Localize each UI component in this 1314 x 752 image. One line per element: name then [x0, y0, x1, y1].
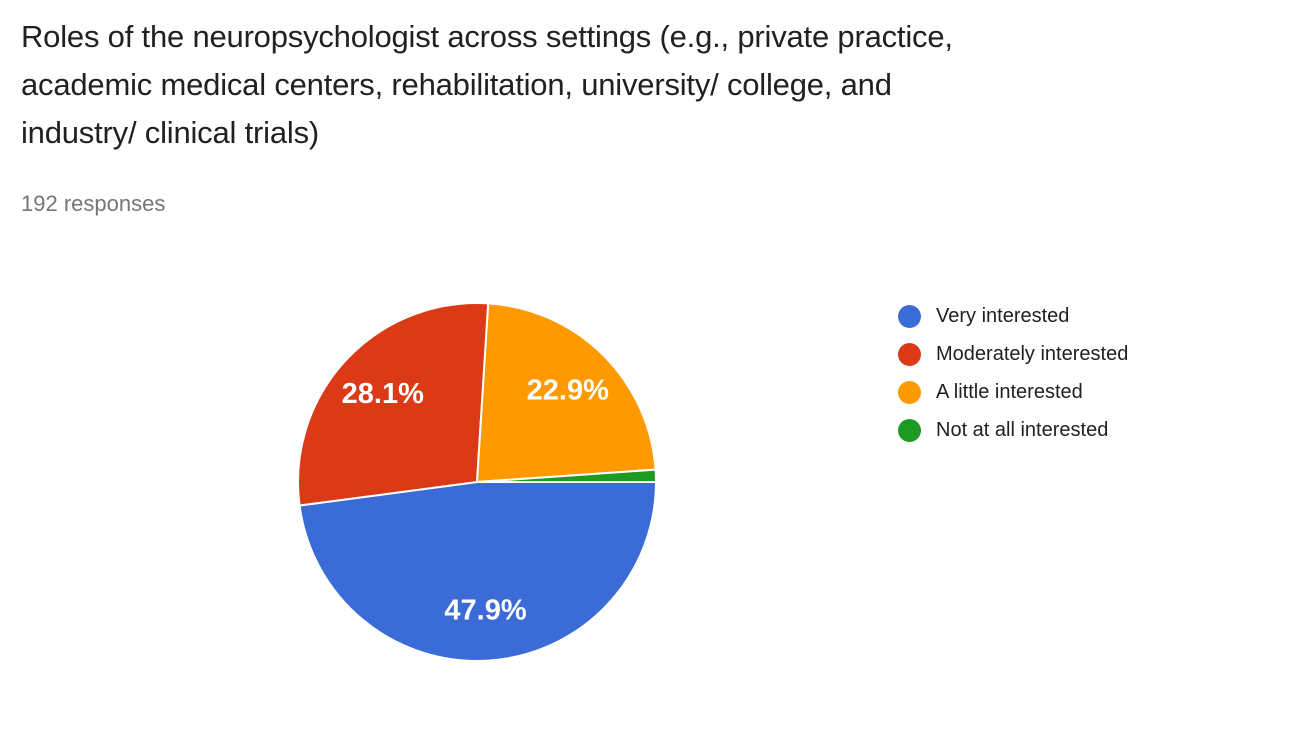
- legend-label: Not at all interested: [936, 418, 1109, 441]
- pie-slice-1[interactable]: [297, 301, 490, 507]
- pie-slice-label: 47.9%: [444, 595, 526, 627]
- pie-chart: 47.9% 28.1% 22.9%: [297, 301, 657, 662]
- legend-label: A little interested: [936, 380, 1083, 403]
- legend-label: Very interested: [936, 304, 1070, 327]
- page-title: Roles of the neuropsychologist across se…: [21, 13, 953, 157]
- legend-label: Moderately interested: [936, 342, 1129, 365]
- legend-color-dot: [898, 304, 921, 328]
- legend-color-dot: [898, 418, 921, 442]
- legend-color-dot: [898, 342, 921, 366]
- legend-item: Moderately interested: [898, 335, 1128, 373]
- page-title-line: industry/ clinical trials): [21, 115, 319, 150]
- pie-slice-label: 22.9%: [527, 375, 609, 407]
- legend-item: Very interested: [898, 297, 1128, 335]
- pie-slice-2[interactable]: [476, 302, 657, 483]
- pie-slice-3[interactable]: [476, 468, 657, 483]
- legend: Very interested Moderately interested A li…: [898, 297, 1128, 449]
- page-title-line: Roles of the neuropsychologist across se…: [21, 19, 953, 54]
- legend-item: Not at all interested: [898, 411, 1128, 449]
- legend-item: A little interested: [898, 373, 1128, 411]
- page-title-line: academic medical centers, rehabilitation…: [21, 67, 892, 102]
- pie-slice-0[interactable]: [298, 481, 657, 662]
- legend-color-dot: [898, 380, 921, 404]
- responses-count: 192 responses: [21, 191, 166, 216]
- pie-slice-label: 28.1%: [342, 378, 424, 410]
